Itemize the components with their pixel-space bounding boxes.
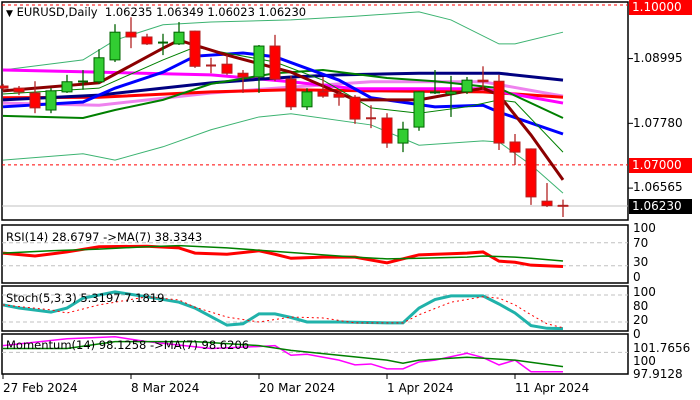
rsi-title: RSI(14) 28.6797 ->MA(7) 38.3343 (6, 230, 203, 244)
triangle-down-icon[interactable]: ▼ (6, 9, 13, 19)
high-value: 1.06349 (156, 5, 204, 19)
price-tick: 1.08995 (633, 51, 683, 65)
candle-body (141, 36, 153, 45)
stoch-tick: 100 (633, 285, 656, 299)
rsi-tick: 70 (633, 236, 649, 250)
indicator-line-3-1 (3, 340, 564, 368)
panel-border-3 (1, 333, 629, 375)
momentum-tick: 97.9128 (633, 367, 683, 381)
panel-border-0 (1, 1, 629, 221)
candle-body (221, 63, 233, 74)
stoch-tick: 0 (633, 327, 641, 341)
candle-body (413, 91, 425, 128)
level-label-1.07000: 1.07000 (629, 158, 692, 173)
rsi-tick: 0 (633, 270, 641, 284)
candle-body (461, 79, 473, 93)
candle-body (93, 57, 105, 83)
candle-body (509, 141, 521, 153)
rsi-tick: 100 (633, 221, 656, 235)
momentum-tick: 101.7656 (633, 341, 691, 355)
candle-body (445, 91, 457, 95)
symbol-label: EURUSD,Daily (16, 5, 98, 19)
candle-body (253, 45, 265, 78)
candle-body (189, 30, 201, 67)
open-value: 1.06235 (104, 5, 153, 19)
candle-body (237, 72, 249, 78)
momentum-title: Momentum(14) 98.1258 ->MA(7) 98.6206 (6, 338, 250, 352)
indicator-line-3-0 (2, 336, 564, 373)
candle-body (0, 85, 9, 89)
candle-body (397, 128, 409, 144)
current-price-label: 1.06230 (629, 199, 692, 214)
stoch-tick: 20 (633, 313, 649, 327)
candle-body (13, 87, 25, 93)
close-value: 1.06230 (258, 5, 307, 19)
price-tick: 1.07780 (633, 116, 683, 130)
level-label-1.10000: 1.10000 (629, 0, 692, 15)
candle-body (173, 31, 185, 45)
date-tick: 1 Apr 2024 (387, 381, 454, 395)
date-tick: 27 Feb 2024 (3, 381, 78, 395)
candle-body (333, 93, 345, 98)
candle-body (45, 90, 57, 111)
date-tick: 20 Mar 2024 (259, 381, 336, 395)
moving-average-line-5 (2, 71, 564, 102)
moving-average-line-1 (2, 113, 564, 194)
candle-body (349, 96, 361, 120)
indicator-line-1-1 (2, 244, 564, 262)
candle-body (525, 148, 537, 198)
candle-body (317, 91, 329, 97)
candle-body (493, 80, 505, 144)
candle-body (109, 31, 121, 61)
candle-body (301, 91, 313, 108)
low-value: 1.06023 (207, 5, 255, 19)
panel-border-1 (1, 224, 629, 284)
candle-body (285, 78, 297, 108)
date-tick: 11 Apr 2024 (515, 381, 590, 395)
candle-body (541, 200, 553, 207)
panel-border-2 (1, 285, 629, 332)
date-tick: 8 Mar 2024 (131, 381, 200, 395)
candle-body (125, 31, 137, 38)
candle-body (29, 92, 41, 109)
candle-body (477, 79, 489, 83)
rsi-tick: 30 (633, 255, 649, 269)
price-tick: 1.06565 (633, 180, 683, 194)
candle-body (61, 81, 73, 93)
indicator-line-2-0 (2, 290, 564, 331)
candle-body (381, 117, 393, 144)
stoch-tick: 80 (633, 299, 649, 313)
indicator-line-2-1 (2, 296, 564, 329)
chart-header: ▼ EURUSD,Daily 1.06235 1.06349 1.06023 1… (6, 6, 306, 21)
stoch-title: Stoch(5,3,3) 5.3197 7.1819 (6, 291, 165, 305)
candle-body (269, 45, 281, 80)
momentum-tick: 100 (633, 354, 656, 368)
